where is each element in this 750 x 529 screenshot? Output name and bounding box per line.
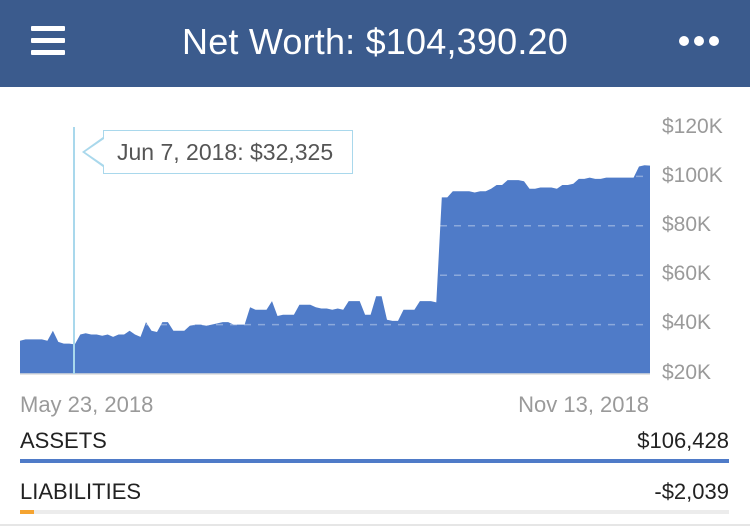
x-end-date-label: Nov 13, 2018	[518, 392, 649, 417]
page-title: Net Worth: $104,390.20	[182, 21, 568, 62]
assets-row[interactable]: ASSETS $106,428	[20, 427, 729, 475]
x-start-date-label: May 23, 2018	[20, 392, 154, 417]
y-tick-label: $80K	[662, 213, 712, 236]
y-tick-label: $20K	[662, 361, 712, 384]
top-bar: Net Worth: $104,390.20	[0, 0, 750, 87]
y-tick-label: $40K	[662, 311, 712, 334]
net-worth-area-chart[interactable]	[0, 87, 750, 427]
y-tick-label: $60K	[662, 262, 712, 285]
net-worth-chart[interactable]: $120K $100K $80K $60K $40K $20K May 23, …	[0, 87, 750, 427]
more-options-icon[interactable]	[679, 36, 719, 48]
assets-label: ASSETS	[20, 428, 107, 453]
bottom-divider	[0, 524, 750, 526]
net-worth-area	[20, 165, 650, 374]
liabilities-bar-fill	[20, 510, 34, 514]
liabilities-value: -$2,039	[654, 479, 729, 504]
y-tick-label: $100K	[662, 164, 723, 187]
chart-tooltip: Jun 7, 2018: $32,325	[82, 130, 353, 174]
liabilities-label: LIABILITIES	[20, 479, 142, 504]
assets-bar-fill	[20, 459, 729, 463]
tooltip-text: Jun 7, 2018: $32,325	[117, 139, 334, 165]
y-tick-label: $120K	[662, 115, 723, 138]
liabilities-bar-track	[20, 510, 729, 514]
assets-value: $106,428	[637, 428, 729, 453]
liabilities-row[interactable]: LIABILITIES -$2,039	[20, 478, 729, 526]
assets-bar-track	[20, 459, 729, 463]
hamburger-menu-icon[interactable]	[31, 26, 67, 58]
